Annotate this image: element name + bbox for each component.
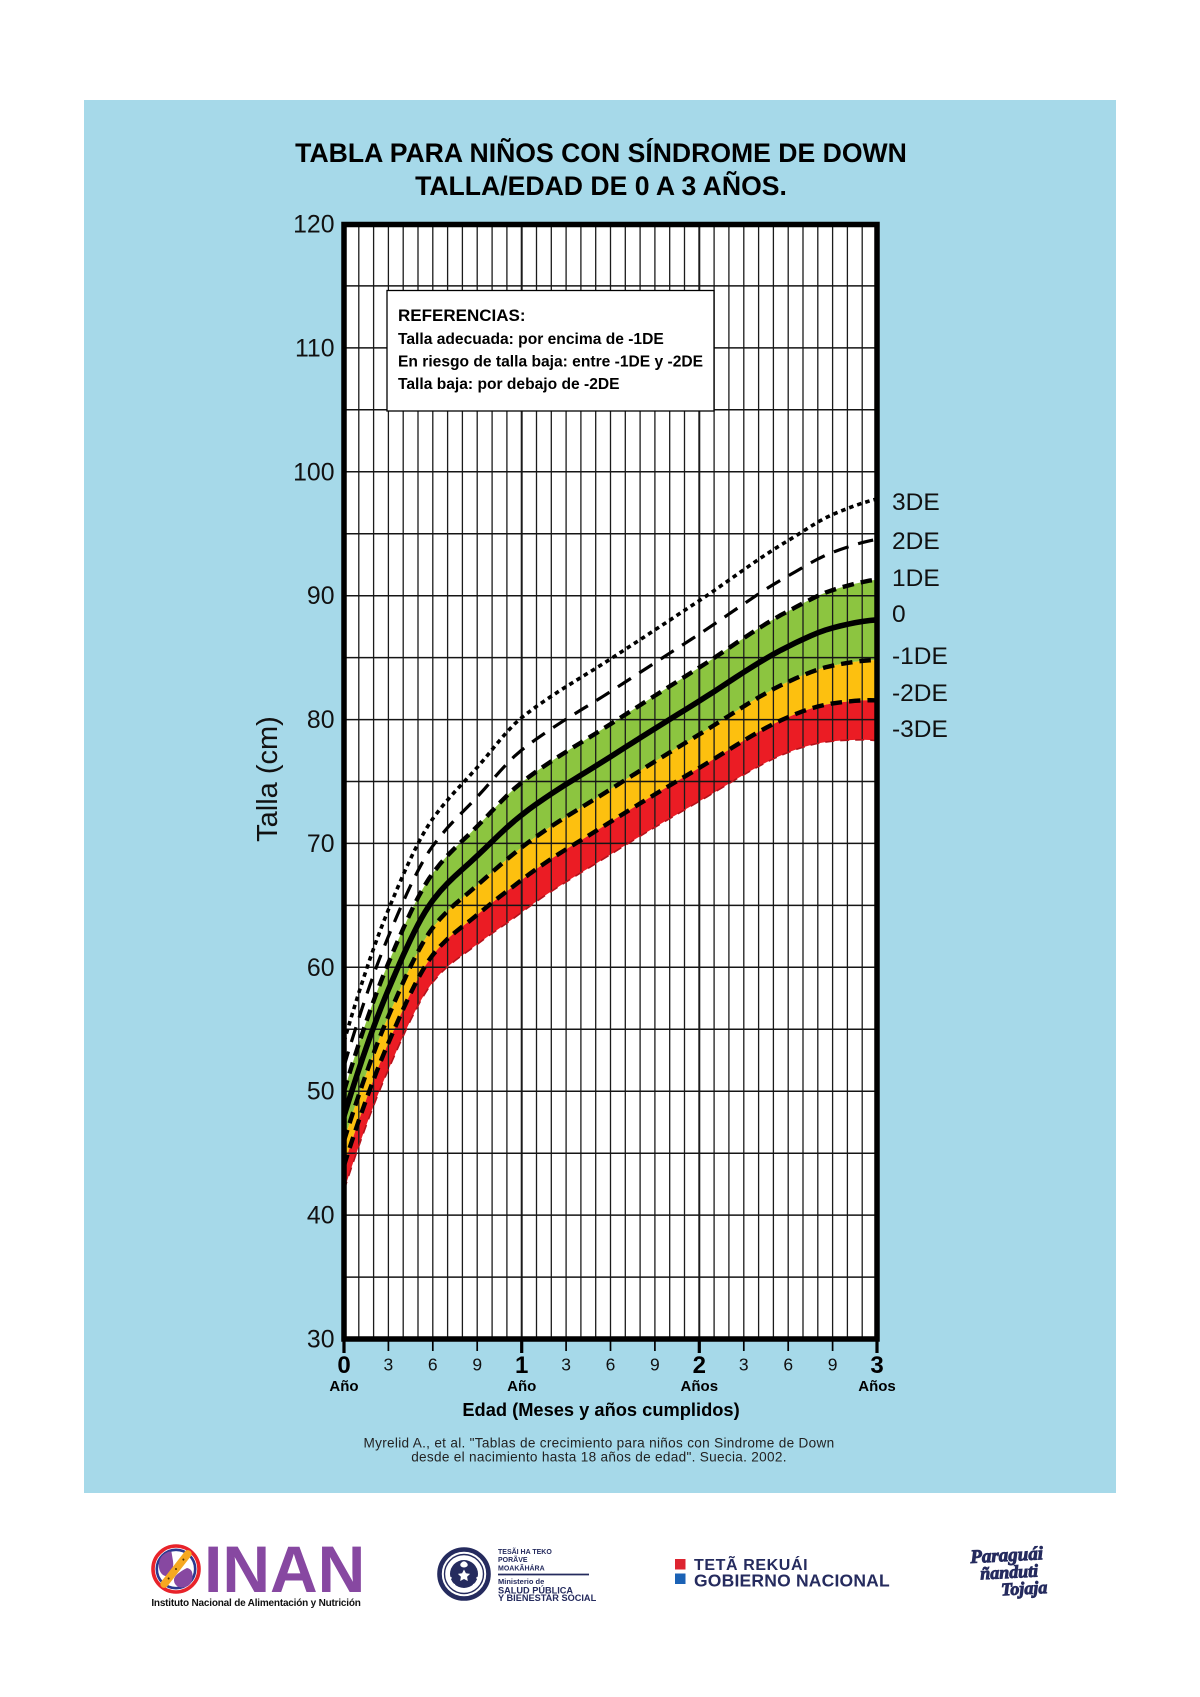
svg-text:En riesgo de talla baja: entre: En riesgo de talla baja: entre -1DE y -2… — [398, 354, 703, 371]
svg-text:-1DE: -1DE — [892, 643, 948, 670]
svg-text:SALUD PÚBLICA: SALUD PÚBLICA — [498, 1585, 573, 1596]
svg-text:6: 6 — [606, 1355, 616, 1375]
svg-text:90: 90 — [307, 583, 335, 610]
svg-text:PORÃVE: PORÃVE — [498, 1555, 528, 1564]
svg-text:GOBIERNO NACIONAL: GOBIERNO NACIONAL — [694, 1571, 890, 1591]
svg-text:-3DE: -3DE — [892, 716, 948, 743]
svg-text:60: 60 — [307, 955, 335, 982]
svg-text:6: 6 — [783, 1355, 793, 1375]
svg-text:Paraguái: Paraguái — [969, 1543, 1045, 1568]
svg-text:3: 3 — [870, 1352, 883, 1379]
svg-text:ñanduti: ñanduti — [980, 1561, 1039, 1584]
svg-text:3: 3 — [739, 1355, 749, 1375]
svg-text:Año: Año — [507, 1378, 536, 1395]
svg-text:1: 1 — [515, 1352, 528, 1379]
svg-text:40: 40 — [307, 1203, 335, 1230]
svg-text:6: 6 — [428, 1355, 438, 1375]
svg-text:2: 2 — [693, 1352, 706, 1379]
svg-text:3: 3 — [384, 1355, 394, 1375]
svg-text:110: 110 — [295, 335, 335, 362]
svg-text:Tojaja: Tojaja — [1000, 1577, 1047, 1599]
svg-text:Talla adecuada: por encima de: Talla adecuada: por encima de -1DE — [398, 331, 664, 348]
svg-text:9: 9 — [828, 1355, 838, 1375]
svg-text:Ministerio de: Ministerio de — [498, 1577, 544, 1586]
svg-text:TALLA/EDAD DE 0 A 3 AÑOS.: TALLA/EDAD DE 0 A 3 AÑOS. — [415, 171, 787, 201]
svg-text:REFERENCIAS:: REFERENCIAS: — [398, 306, 526, 325]
svg-text:TETÃ REKUÁI: TETÃ REKUÁI — [694, 1554, 808, 1574]
svg-text:9: 9 — [650, 1355, 660, 1375]
svg-text:9: 9 — [472, 1355, 482, 1375]
svg-text:-2DE: -2DE — [892, 680, 948, 707]
svg-text:3: 3 — [561, 1355, 571, 1375]
svg-text:desde el nacimiento hasta 18 a: desde el nacimiento hasta 18 años de eda… — [411, 1450, 787, 1465]
svg-text:0: 0 — [337, 1352, 350, 1379]
svg-text:TABLA PARA NIÑOS CON SÍNDROME: TABLA PARA NIÑOS CON SÍNDROME DE DOWN — [295, 138, 907, 168]
svg-text:Año: Año — [329, 1378, 358, 1395]
svg-text:Instituto Nacional de Alimenta: Instituto Nacional de Alimentación y Nut… — [151, 1598, 360, 1609]
svg-text:INAN: INAN — [204, 1532, 365, 1606]
svg-text:Y BIENESTAR SOCIAL: Y BIENESTAR SOCIAL — [498, 1593, 597, 1603]
svg-text:3DE: 3DE — [892, 489, 940, 516]
svg-text:50: 50 — [307, 1079, 335, 1106]
svg-text:Edad (Meses y años cumplidos): Edad (Meses y años cumplidos) — [462, 1399, 739, 1420]
svg-text:Años: Años — [681, 1378, 719, 1395]
svg-text:MOAKÃHÁRA: MOAKÃHÁRA — [498, 1564, 545, 1573]
svg-text:Myrelid A., et al. "Tablas de: Myrelid A., et al. "Tablas de crecimient… — [363, 1436, 834, 1451]
svg-text:120: 120 — [293, 212, 334, 239]
svg-text:Talla (cm): Talla (cm) — [252, 716, 284, 842]
svg-text:TESÃI HA TEKO: TESÃI HA TEKO — [498, 1547, 552, 1556]
svg-text:Años: Años — [858, 1378, 896, 1395]
svg-text:0: 0 — [892, 601, 906, 628]
svg-text:30: 30 — [307, 1327, 335, 1354]
svg-text:100: 100 — [293, 459, 334, 486]
svg-text:80: 80 — [307, 707, 335, 734]
svg-text:70: 70 — [307, 831, 335, 858]
svg-text:1DE: 1DE — [892, 565, 940, 592]
svg-text:2DE: 2DE — [892, 528, 940, 555]
svg-text:Talla baja: por debajo de -2DE: Talla baja: por debajo de -2DE — [398, 376, 620, 393]
